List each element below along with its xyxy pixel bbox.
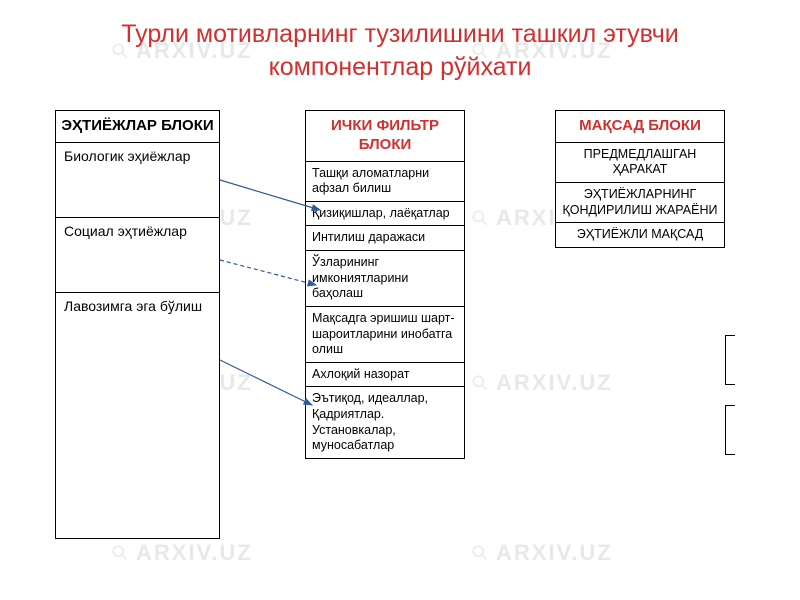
column-goal-block: МАҚСАД БЛОКИ ПРЕДМЕДЛАШГАН ҲАРАКАТ ЭҲТИЁ… — [555, 110, 725, 248]
column-header: ЭҲТИЁЖЛАР БЛОКИ — [56, 111, 219, 143]
cell: ЭҲТИЁЖЛИ МАҚСАД — [556, 223, 724, 247]
diagram-columns: ЭҲТИЁЖЛАР БЛОКИ Биологик эҳиёжлар Социал… — [0, 110, 800, 590]
cell: ПРЕДМЕДЛАШГАН ҲАРАКАТ — [556, 143, 724, 183]
stub-line — [725, 405, 735, 455]
cell: Лавозимга эга бўлиш — [56, 293, 219, 538]
cell: Социал эҳтиёжлар — [56, 218, 219, 293]
cell: Мақсадга эришиш шарт-шароитларини инобат… — [306, 307, 464, 363]
cell: Ахлоқий назорат — [306, 363, 464, 388]
page-title: Турли мотивларнинг тузилишини ташкил эту… — [0, 0, 800, 91]
cell: Ўзларининг имкониятларини баҳолаш — [306, 251, 464, 307]
cell: Ташқи аломатларни афзал билиш — [306, 162, 464, 202]
column-header: ИЧКИ ФИЛЬТР БЛОКИ — [306, 111, 464, 162]
cell: Эътиқод, идеаллар, Қадриятлар. Установка… — [306, 387, 464, 458]
cell: ЭҲТИЁЖЛАРНИНГ ҚОНДИРИЛИШ ЖАРАЁНИ — [556, 183, 724, 223]
stub-line — [725, 335, 735, 385]
column-filter-block: ИЧКИ ФИЛЬТР БЛОКИ Ташқи аломатларни афза… — [305, 110, 465, 459]
cell: Қизиқишлар, лаёқатлар — [306, 202, 464, 227]
cell: Интилиш даражаси — [306, 226, 464, 251]
column-needs-block: ЭҲТИЁЖЛАР БЛОКИ Биологик эҳиёжлар Социал… — [55, 110, 220, 539]
column-header: МАҚСАД БЛОКИ — [556, 111, 724, 143]
cell: Биологик эҳиёжлар — [56, 143, 219, 218]
